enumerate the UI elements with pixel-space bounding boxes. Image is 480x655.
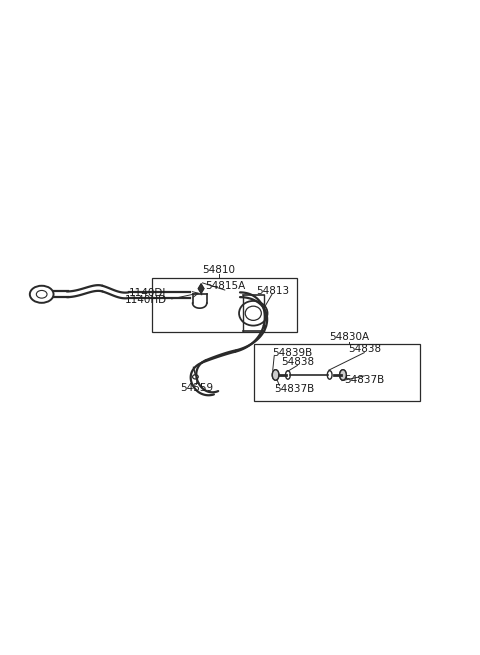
Text: 54830A: 54830A bbox=[329, 333, 369, 343]
Text: 54838: 54838 bbox=[281, 357, 314, 367]
Bar bbox=[152, 278, 297, 332]
Text: 54815A: 54815A bbox=[204, 281, 245, 291]
Text: 54838: 54838 bbox=[348, 344, 381, 354]
Text: 54559: 54559 bbox=[180, 383, 213, 393]
Text: 1140DJ: 1140DJ bbox=[129, 288, 167, 298]
Text: 54839B: 54839B bbox=[272, 348, 312, 358]
Text: 54837B: 54837B bbox=[275, 384, 315, 394]
Ellipse shape bbox=[272, 369, 279, 380]
Text: 54813: 54813 bbox=[256, 286, 289, 296]
Text: 1140HD: 1140HD bbox=[124, 295, 167, 305]
Text: 54837B: 54837B bbox=[344, 375, 384, 384]
Polygon shape bbox=[198, 284, 204, 293]
Text: 54810: 54810 bbox=[202, 265, 235, 274]
Ellipse shape bbox=[340, 369, 346, 380]
Bar bbox=[254, 344, 420, 401]
